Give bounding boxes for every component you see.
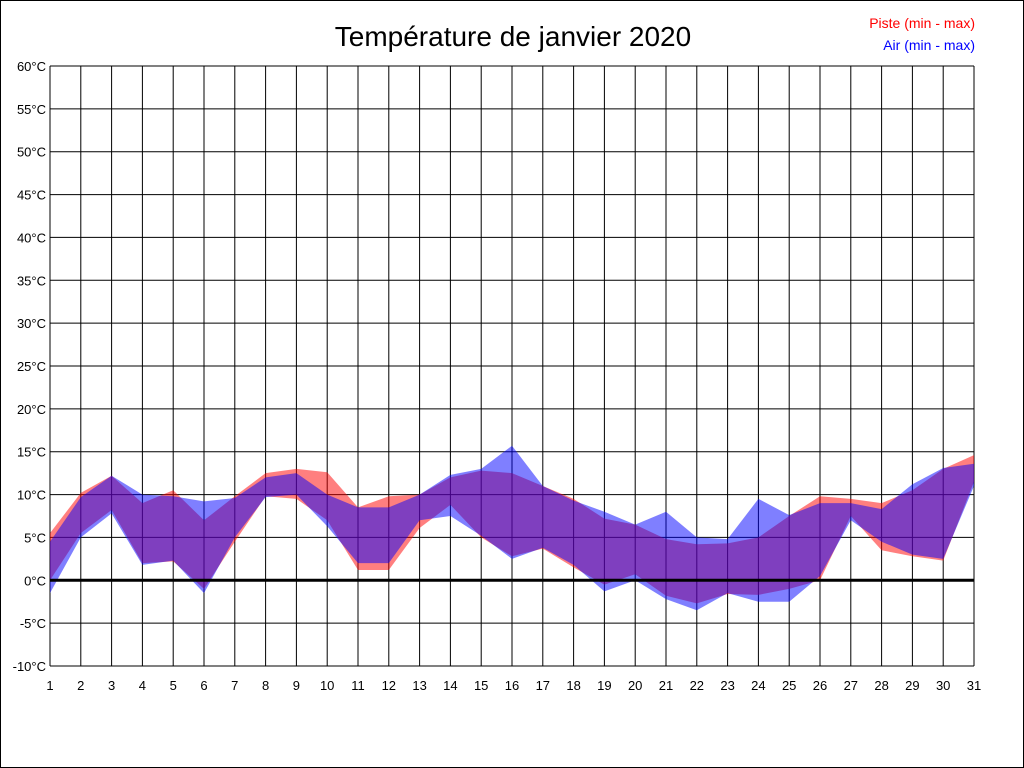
- y-tick-label: 10°C: [17, 488, 46, 503]
- y-tick-label: 5°C: [24, 530, 46, 545]
- x-tick-label: 29: [905, 678, 919, 693]
- y-tick-label: 15°C: [17, 445, 46, 460]
- x-tick-label: 17: [536, 678, 550, 693]
- x-tick-label: 9: [293, 678, 300, 693]
- chart-title: Température de janvier 2020: [335, 21, 691, 52]
- y-tick-label: 45°C: [17, 188, 46, 203]
- y-tick-label: -10°C: [13, 659, 46, 674]
- area-air: [50, 445, 974, 611]
- x-tick-label: 5: [170, 678, 177, 693]
- y-tick-label: 0°C: [24, 573, 46, 588]
- y-tick-label: 20°C: [17, 402, 46, 417]
- x-tick-label: 24: [751, 678, 765, 693]
- legend-air: Air (min - max): [883, 37, 975, 53]
- y-tick-label: 60°C: [17, 59, 46, 74]
- x-tick-label: 13: [412, 678, 426, 693]
- x-tick-label: 10: [320, 678, 334, 693]
- axes: -10°C -5°C 0°C 5°C 10°C 15°C 20°C 25°C 30°C 35°C 4…: [13, 59, 982, 693]
- x-tick-label: 31: [967, 678, 981, 693]
- x-tick-label: 23: [720, 678, 734, 693]
- x-tick-label: 16: [505, 678, 519, 693]
- x-tick-label: 6: [200, 678, 207, 693]
- x-tick-label: 21: [659, 678, 673, 693]
- x-tick-label: 19: [597, 678, 611, 693]
- x-tick-label: 25: [782, 678, 796, 693]
- x-tick-label: 3: [108, 678, 115, 693]
- x-tick-label: 2: [77, 678, 84, 693]
- y-tick-label: -5°C: [20, 616, 46, 631]
- x-tick-label: 14: [443, 678, 457, 693]
- x-tick-label: 20: [628, 678, 642, 693]
- x-tick-label: 1: [46, 678, 53, 693]
- x-tick-label: 27: [844, 678, 858, 693]
- x-tick-label: 8: [262, 678, 269, 693]
- x-tick-label: 28: [874, 678, 888, 693]
- y-tick-label: 40°C: [17, 230, 46, 245]
- x-tick-label: 12: [382, 678, 396, 693]
- x-tick-label: 22: [690, 678, 704, 693]
- legend-piste: Piste (min - max): [869, 15, 975, 31]
- x-tick-label: 15: [474, 678, 488, 693]
- x-tick-label: 7: [231, 678, 238, 693]
- x-tick-label: 4: [139, 678, 146, 693]
- x-tick-label: 11: [351, 678, 365, 693]
- y-tick-label: 55°C: [17, 102, 46, 117]
- y-tick-label: 30°C: [17, 316, 46, 331]
- x-tick-label: 26: [813, 678, 827, 693]
- x-tick-label: 30: [936, 678, 950, 693]
- x-tick-label: 18: [566, 678, 580, 693]
- y-tick-label: 25°C: [17, 359, 46, 374]
- series-areas: [50, 445, 974, 611]
- y-tick-label: 50°C: [17, 145, 46, 160]
- y-tick-label: 35°C: [17, 273, 46, 288]
